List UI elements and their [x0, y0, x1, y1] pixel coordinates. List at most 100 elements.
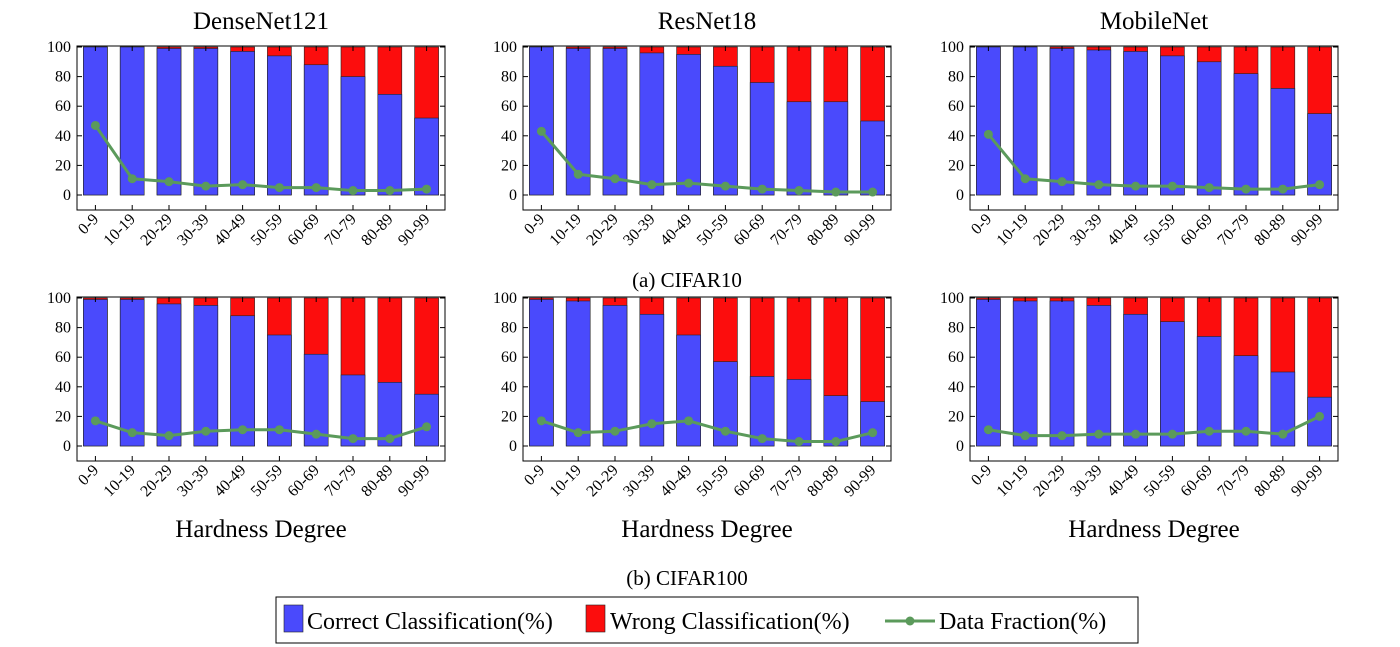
x-tick-label: 70-79 — [321, 462, 359, 500]
y-tick-label: 80 — [501, 69, 517, 86]
x-tick-label: 40-49 — [657, 462, 695, 500]
bar-correct — [156, 48, 182, 196]
fraction-point — [831, 187, 841, 197]
y-tick-label: 60 — [501, 98, 517, 115]
fraction-point — [1131, 429, 1141, 439]
bar-correct — [639, 52, 665, 196]
x-tick-label: 90-99 — [841, 462, 879, 500]
bar-correct — [1160, 321, 1185, 447]
x-tick-label: 60-69 — [1178, 211, 1216, 249]
y-tick-label: 60 — [501, 349, 517, 366]
chart-panel-4: 0 20 40 60 80 100 0-910-1920-2930-3940-4950-59… — [47, 290, 446, 543]
y-tick-label: 0 — [956, 438, 964, 455]
x-axis-label: Hardness Degree — [175, 516, 346, 543]
chart-panel-1: DenseNet121 0 20 40 60 80 100 0-910-1920-2930-3… — [47, 8, 446, 249]
fraction-point — [684, 178, 694, 188]
x-tick-label: 0-9 — [521, 211, 548, 238]
bar-correct — [193, 48, 219, 196]
bar-correct — [1233, 73, 1259, 196]
fraction-point — [1167, 429, 1177, 439]
chart-panel-2: ResNet18 0 20 40 60 80 100 0-910-1920-2930-3940… — [493, 8, 892, 249]
bar-correct — [1086, 305, 1112, 447]
fraction-point — [1094, 429, 1104, 439]
chart-panel-6: 0 20 40 60 80 100 0-910-1920-2930-3940-4950-59… — [940, 290, 1339, 543]
fraction-point — [1094, 180, 1104, 190]
bar-correct — [340, 76, 366, 196]
x-tick-label: 50-59 — [1141, 462, 1179, 500]
x-tick-label: 80-89 — [804, 211, 842, 249]
bar-correct — [1196, 61, 1222, 196]
x-tick-label: 40-49 — [657, 211, 695, 249]
axis-frame — [969, 296, 1339, 462]
fraction-point — [1278, 429, 1288, 439]
x-tick-label: 20-29 — [583, 211, 621, 249]
x-tick-label: 20-29 — [1030, 211, 1068, 249]
caption-cifar100: (b) CIFAR100 — [626, 566, 748, 590]
x-tick-label: 0-9 — [968, 211, 995, 238]
x-tick-label: 40-49 — [211, 462, 249, 500]
fraction-point — [274, 425, 284, 435]
bar-correct — [414, 117, 439, 196]
bar-correct — [565, 300, 591, 447]
bar-correct — [976, 46, 1001, 196]
fraction-point — [164, 431, 174, 441]
x-tick-label: 30-39 — [620, 211, 658, 249]
fraction-point — [201, 181, 211, 191]
y-tick-label: 80 — [501, 320, 517, 337]
axis-frame — [76, 45, 446, 211]
chart-title: DenseNet121 — [193, 8, 329, 35]
fraction-point — [684, 416, 694, 426]
bar-correct — [676, 54, 701, 196]
fraction-point — [1241, 184, 1251, 194]
legend-wrong-label: Wrong Classification(%) — [610, 609, 850, 635]
y-tick-label: 80 — [55, 320, 71, 337]
chart-panel-3: MobileNet 0 20 40 60 80 100 0-910-1920-2930-394… — [940, 8, 1339, 249]
fraction-point — [164, 177, 174, 187]
fraction-point — [1020, 431, 1030, 441]
bar-correct — [602, 48, 628, 196]
x-tick-label: 70-79 — [767, 462, 805, 500]
y-tick-label: 40 — [55, 379, 71, 396]
fraction-point — [794, 186, 804, 196]
bar-correct — [786, 101, 812, 196]
fraction-point — [1204, 183, 1214, 193]
fraction-line — [988, 415, 1321, 438]
bar-correct — [860, 120, 885, 196]
fraction-point — [348, 186, 358, 196]
bar-correct — [1012, 46, 1038, 196]
fraction-point — [536, 416, 546, 426]
fraction-line — [94, 124, 427, 193]
y-tick-label: 40 — [501, 379, 517, 396]
x-tick-label: 80-89 — [358, 462, 396, 500]
fraction-point — [1278, 184, 1288, 194]
fraction-point — [422, 422, 432, 432]
bar-correct — [1049, 300, 1075, 447]
fraction-point — [274, 183, 284, 193]
y-tick-label: 40 — [55, 128, 71, 145]
fraction-point — [127, 428, 137, 438]
fraction-point — [127, 174, 137, 184]
x-tick-label: 90-99 — [395, 211, 433, 249]
fraction-point — [201, 426, 211, 436]
y-tick-label: 0 — [63, 438, 71, 455]
x-tick-label: 90-99 — [841, 211, 879, 249]
fraction-line — [94, 419, 428, 441]
fraction-point — [1057, 177, 1067, 187]
fraction-point — [1315, 180, 1325, 190]
bar-correct — [377, 94, 403, 196]
y-tick-label: 20 — [501, 157, 517, 174]
charts-group: DenseNet121 0204060801000-910-1920-2930-3… — [47, 8, 1339, 543]
y-tick-label: 100 — [47, 290, 71, 307]
y-tick-label: 20 — [55, 408, 71, 425]
fraction-point — [1204, 426, 1214, 436]
caption-cifar10: (a) CIFAR10 — [632, 268, 742, 292]
fraction-line — [987, 133, 1320, 191]
x-tick-label: 80-89 — [804, 462, 842, 500]
fraction-line — [540, 130, 873, 194]
fraction-point — [385, 186, 395, 196]
y-tick-label: 40 — [501, 128, 517, 145]
legend: Correct Classification(%) Wrong Classifi… — [275, 596, 1139, 644]
x-tick-label: 60-69 — [285, 211, 323, 249]
fraction-point — [757, 184, 767, 194]
